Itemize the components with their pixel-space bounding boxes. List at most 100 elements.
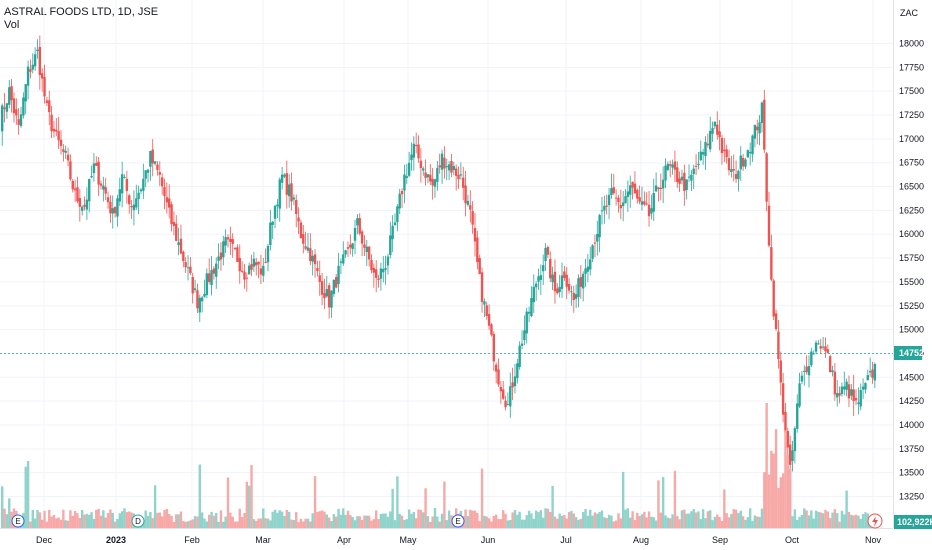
candle-body[interactable] bbox=[229, 238, 232, 242]
candle-body[interactable] bbox=[393, 222, 397, 226]
earnings-marker[interactable] bbox=[451, 514, 465, 528]
candle-body[interactable] bbox=[391, 225, 394, 240]
candle-body[interactable] bbox=[487, 314, 491, 326]
candle-body[interactable] bbox=[676, 167, 679, 183]
candle-body[interactable] bbox=[704, 141, 707, 157]
candle-body[interactable] bbox=[826, 349, 830, 353]
candle-body[interactable] bbox=[631, 181, 634, 188]
candle-body[interactable] bbox=[659, 187, 663, 190]
candle-body[interactable] bbox=[259, 268, 263, 275]
candle-body[interactable] bbox=[638, 197, 641, 202]
candle-body[interactable] bbox=[530, 298, 533, 317]
time-axis[interactable]: Dec 2023 Feb Mar Apr May Jun Jul Aug Sep Oct Nov bbox=[36, 535, 882, 545]
candle-body[interactable] bbox=[523, 330, 526, 341]
candle-body[interactable] bbox=[462, 177, 465, 188]
candle-body[interactable] bbox=[556, 288, 559, 294]
candle-body[interactable] bbox=[120, 174, 124, 194]
candle-body[interactable] bbox=[732, 169, 735, 171]
candle-body[interactable] bbox=[158, 172, 161, 175]
candle-body[interactable] bbox=[276, 204, 279, 207]
candle-body[interactable] bbox=[113, 207, 117, 214]
candle-body[interactable] bbox=[363, 244, 366, 248]
candle-body[interactable] bbox=[812, 353, 815, 355]
candle-body[interactable] bbox=[718, 131, 721, 138]
candle-body[interactable] bbox=[139, 189, 143, 192]
candle-body[interactable] bbox=[819, 346, 822, 349]
candle-body[interactable] bbox=[567, 283, 571, 291]
candle-body[interactable] bbox=[445, 166, 448, 168]
candle-body[interactable] bbox=[80, 206, 84, 211]
candle-body[interactable] bbox=[102, 185, 105, 190]
candle-body[interactable] bbox=[285, 173, 289, 195]
candle-body[interactable] bbox=[621, 202, 625, 207]
candle-body[interactable] bbox=[617, 197, 620, 203]
candle-body[interactable] bbox=[779, 360, 782, 383]
candle-body[interactable] bbox=[104, 187, 107, 194]
candle-body[interactable] bbox=[36, 49, 39, 52]
candle-body[interactable] bbox=[243, 271, 246, 280]
candle-body[interactable] bbox=[123, 176, 126, 178]
candle-body[interactable] bbox=[760, 102, 764, 123]
candle-body[interactable] bbox=[800, 375, 804, 382]
candle-body[interactable] bbox=[774, 313, 778, 330]
candle-body[interactable] bbox=[215, 263, 218, 277]
candle-body[interactable] bbox=[605, 205, 608, 207]
candle-body[interactable] bbox=[17, 119, 20, 125]
candle-body[interactable] bbox=[494, 364, 498, 372]
candle-body[interactable] bbox=[480, 272, 484, 302]
candle-body[interactable] bbox=[153, 161, 157, 164]
candle-body[interactable] bbox=[313, 254, 317, 265]
candle-body[interactable] bbox=[596, 234, 599, 242]
candle-body[interactable] bbox=[19, 114, 23, 126]
candle-body[interactable] bbox=[748, 151, 752, 154]
candle-body[interactable] bbox=[694, 165, 698, 167]
candle-body[interactable] bbox=[168, 198, 171, 208]
candle-body[interactable] bbox=[678, 178, 681, 184]
candle-body[interactable] bbox=[69, 161, 72, 180]
candle-body[interactable] bbox=[179, 238, 183, 254]
candle-body[interactable] bbox=[777, 331, 780, 360]
candle-body[interactable] bbox=[805, 366, 808, 373]
candle-body[interactable] bbox=[485, 305, 488, 316]
candle-body[interactable] bbox=[701, 152, 705, 155]
candle-body[interactable] bbox=[629, 185, 632, 195]
candle-body[interactable] bbox=[66, 154, 70, 161]
candle-body[interactable] bbox=[95, 162, 98, 166]
candle-body[interactable] bbox=[840, 386, 844, 394]
candle-body[interactable] bbox=[577, 278, 580, 298]
candle-body[interactable] bbox=[182, 251, 185, 261]
candle-body[interactable] bbox=[692, 168, 695, 174]
candle-body[interactable] bbox=[273, 205, 277, 219]
candle-body[interactable] bbox=[793, 428, 797, 452]
candle-body[interactable] bbox=[438, 165, 441, 168]
candle-body[interactable] bbox=[483, 301, 486, 305]
candle-body[interactable] bbox=[325, 289, 328, 297]
candle-body[interactable] bbox=[683, 172, 686, 191]
candle-body[interactable] bbox=[271, 221, 274, 225]
candle-body[interactable] bbox=[219, 252, 223, 260]
candle-body[interactable] bbox=[38, 46, 42, 76]
candle-body[interactable] bbox=[572, 292, 575, 301]
candle-body[interactable] bbox=[40, 73, 44, 79]
candle-body[interactable] bbox=[457, 174, 460, 180]
candle-body[interactable] bbox=[772, 280, 775, 317]
candle-body[interactable] bbox=[342, 254, 345, 264]
candle-body[interactable] bbox=[803, 370, 806, 372]
candle-body[interactable] bbox=[502, 389, 505, 399]
candle-body[interactable] bbox=[584, 268, 587, 274]
candle-body[interactable] bbox=[741, 157, 745, 167]
candle-body[interactable] bbox=[426, 174, 430, 178]
candle-body[interactable] bbox=[497, 369, 500, 385]
candle-body[interactable] bbox=[292, 197, 296, 200]
candle-body[interactable] bbox=[231, 239, 234, 244]
candle-body[interactable] bbox=[8, 87, 11, 105]
candle-body[interactable] bbox=[537, 276, 540, 282]
candle-body[interactable] bbox=[581, 273, 585, 289]
candle-body[interactable] bbox=[831, 370, 834, 372]
candle-body[interactable] bbox=[196, 290, 199, 309]
candle-body[interactable] bbox=[217, 256, 220, 261]
candle-body[interactable] bbox=[398, 193, 401, 209]
candle-body[interactable] bbox=[607, 194, 611, 206]
candle-body[interactable] bbox=[372, 267, 376, 273]
candle-body[interactable] bbox=[419, 160, 423, 169]
